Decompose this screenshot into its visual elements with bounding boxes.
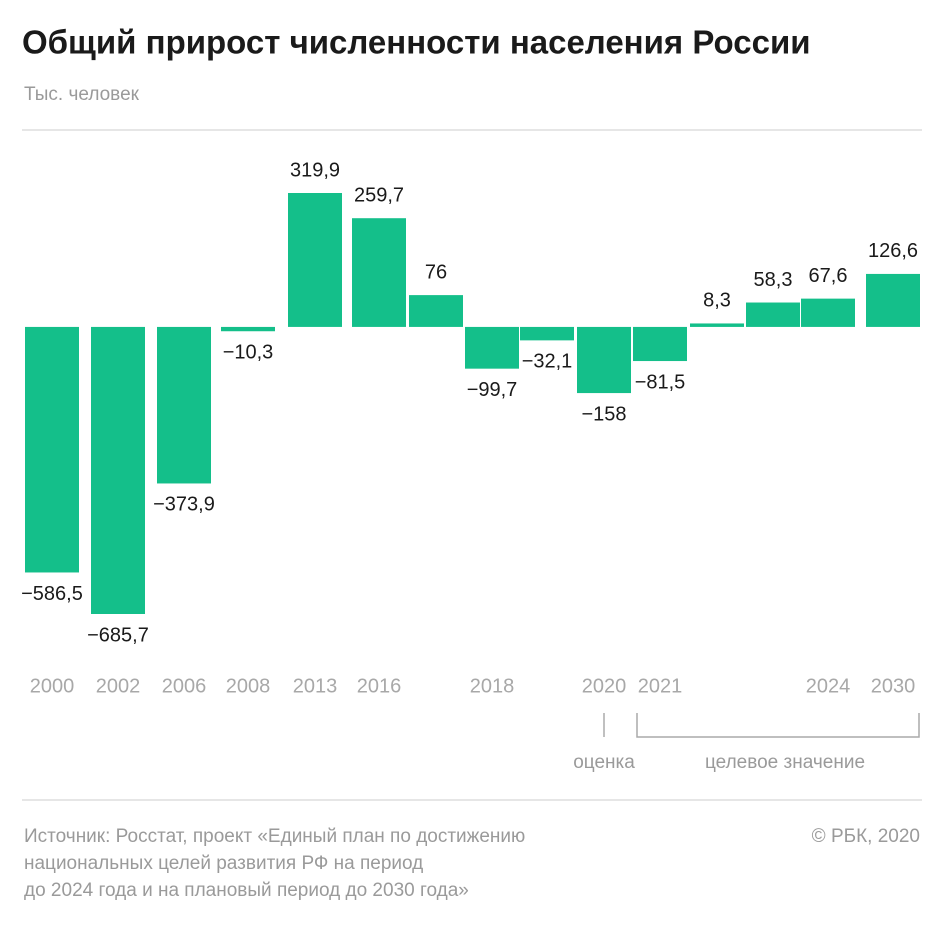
x-tick-label: 2008 [226,675,271,697]
bar [288,193,342,327]
value-label: 67,6 [809,265,848,287]
bar [25,326,79,573]
bar [746,302,800,327]
bar [157,326,211,484]
annotation: оценка [573,752,635,773]
chart-title: Общий прирост численности населения Росс… [22,24,811,61]
x-tick-label: 2006 [162,675,207,697]
value-label: 126,6 [868,240,918,262]
bar [221,326,275,332]
value-label: −99,7 [467,379,518,401]
bar [801,298,855,327]
value-label: 259,7 [354,184,404,206]
copyright: © РБК, 2020 [812,826,920,847]
value-label: −81,5 [635,371,686,393]
bracket [636,713,920,738]
value-label: −586,5 [21,583,83,605]
x-tick-label: 2016 [357,675,402,697]
x-tick-label: 2024 [806,675,851,697]
x-tick-label: 2020 [582,675,627,697]
bar [690,323,744,327]
x-tick-label: 2013 [293,675,338,697]
source: национальных целей развития РФ на период [24,853,423,874]
value-label: 58,3 [754,269,793,291]
value-label: −373,9 [153,494,215,516]
value-label: −158 [581,403,626,425]
source: до 2024 года и на плановый период до 203… [24,880,469,901]
value-label: 319,9 [290,159,340,181]
bar [520,326,574,341]
value-label: −32,1 [522,351,573,373]
bar [577,326,631,394]
x-tick-label: 2018 [470,675,515,697]
bar [91,326,145,614]
x-tick-label: 2030 [871,675,916,697]
chart-subtitle: Тыс. человек [24,84,140,105]
value-label: 8,3 [703,290,731,312]
x-tick-label: 2021 [638,675,683,697]
annotation: целевое значение [705,752,865,773]
value-label: −10,3 [223,342,274,364]
value-label: 76 [425,261,447,283]
source: Источник: Росстат, проект «Единый план п… [24,826,525,847]
bar [409,295,463,327]
x-tick-label: 2002 [96,675,141,697]
x-tick-label: 2000 [30,675,75,697]
bar [633,326,687,362]
bar [352,218,406,327]
value-label: −685,7 [87,624,149,646]
bar [866,273,920,327]
bar [465,326,519,369]
